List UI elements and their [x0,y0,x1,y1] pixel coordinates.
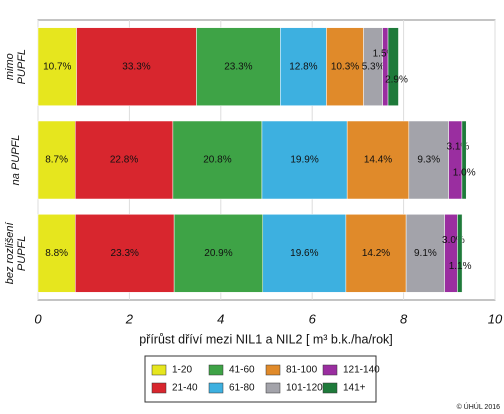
value-label: 8.7% [45,155,68,166]
category-line: PUPFL [16,49,28,84]
legend-swatch [322,364,338,376]
legend-box [144,355,377,403]
legend-swatch [208,382,224,394]
bar-segment [345,214,407,293]
category-line: PUPFL [16,236,28,271]
category-label: mimoPUPFL [4,49,28,84]
legend-label: 21-40 [172,383,198,394]
bar-segment [172,120,263,200]
value-label: 22.8% [110,155,138,166]
x-tick-label: 4 [217,311,224,326]
bar-segment [261,120,348,200]
legend-swatch [265,364,281,376]
legend-swatch [151,382,167,394]
value-label: 3.0% [442,235,465,246]
x-axis-label: přírůst dříví mezi NIL1 a NIL2 [ m³ b.k.… [139,332,393,346]
category-label: na PUPFL [10,135,22,186]
x-tick-label: 6 [309,311,317,326]
bar-segment [346,120,410,200]
bar-segment [173,214,264,293]
credit: © ÚHÚL 2016 [457,402,501,411]
category-line: bez rozlišení [4,222,16,285]
bar-segment [75,214,175,293]
value-label: 8.8% [45,248,68,259]
bar-segment [75,120,174,200]
legend-label: 41-60 [229,365,255,376]
legend-swatch [151,364,167,376]
legend-swatch [208,364,224,376]
value-label: 14.2% [362,248,390,259]
bar-segment [448,120,463,200]
bar-segment [444,214,458,293]
legend-label: 1-20 [172,365,192,376]
value-label: 19.9% [290,155,318,166]
value-label: 1.1% [449,261,472,272]
category-line: na PUPFL [10,135,22,186]
x-tick-label: 2 [125,311,134,326]
bar-segment [382,27,389,106]
bar-segment [76,27,197,106]
value-label: 20.8% [203,155,231,166]
bar-segment [405,214,445,293]
value-label: 19.6% [290,248,318,259]
value-label: 23.3% [224,61,252,72]
bar-segment [326,27,364,106]
legend-label: 81-100 [286,365,318,376]
bar-segment [280,27,327,106]
legend-label: 61-80 [229,383,255,394]
legend-label: 101-120 [286,383,323,394]
value-label: 1.0% [453,168,476,179]
category-line: mimo [4,53,16,80]
category-label: bez rozlišeníPUPFL [4,222,28,285]
value-label: 5.3% [362,61,385,72]
value-label: 9.3% [417,155,440,166]
bar-segment [457,214,463,293]
bar-segment [408,120,449,200]
value-label: 9.1% [414,248,437,259]
value-label: 33.3% [122,61,150,72]
x-tick-label: 8 [400,311,408,326]
value-label: 20.9% [204,248,232,259]
bar-segment [262,214,347,293]
x-tick-label: 0 [34,311,42,326]
legend-swatch [265,382,281,394]
bar-segment [461,120,467,200]
legend-swatch [322,382,338,394]
x-tick-label: 10 [488,311,503,326]
legend-label: 121-140 [343,365,380,376]
value-label: 10.7% [43,61,71,72]
bar-segment [37,214,76,293]
value-label: 10.3% [331,61,359,72]
value-label: 12.8% [289,61,317,72]
value-label: 14.4% [364,155,392,166]
bar-segment [196,27,281,106]
bar-segment [387,27,399,106]
value-label: 23.3% [111,248,139,259]
value-label: 2.9% [385,74,408,85]
legend-label: 141+ [343,383,366,394]
value-label: 1.5% [373,48,396,59]
value-label: 3.1% [447,142,470,153]
